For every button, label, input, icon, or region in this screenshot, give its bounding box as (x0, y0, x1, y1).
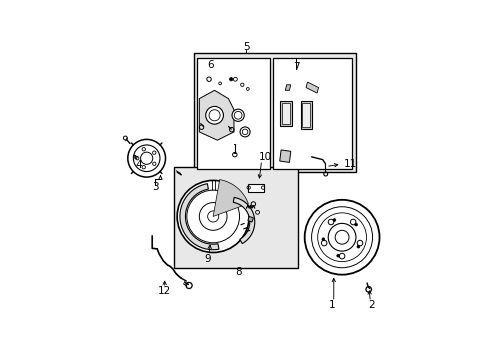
Circle shape (354, 223, 357, 226)
Polygon shape (213, 180, 248, 216)
Circle shape (332, 219, 335, 221)
Text: 11: 11 (343, 159, 356, 169)
Polygon shape (233, 197, 254, 244)
Text: 3: 3 (151, 183, 158, 192)
Polygon shape (199, 90, 233, 140)
Polygon shape (302, 103, 309, 127)
Polygon shape (305, 82, 318, 93)
Circle shape (336, 254, 339, 257)
Circle shape (232, 109, 244, 121)
Bar (196, 58, 269, 169)
Polygon shape (281, 103, 290, 125)
Bar (174, 167, 297, 268)
Circle shape (321, 238, 324, 240)
Text: 9: 9 (204, 255, 210, 264)
Circle shape (229, 77, 232, 81)
Text: 5: 5 (243, 42, 249, 52)
Polygon shape (279, 150, 290, 162)
Text: 4: 4 (135, 159, 142, 170)
Circle shape (205, 107, 223, 124)
Bar (193, 53, 355, 172)
Text: 1: 1 (328, 300, 335, 310)
Polygon shape (180, 184, 219, 250)
Circle shape (356, 245, 359, 248)
Text: 2: 2 (367, 300, 374, 310)
Polygon shape (285, 85, 290, 90)
Text: 6: 6 (207, 60, 213, 70)
Polygon shape (300, 102, 311, 129)
Polygon shape (279, 102, 292, 126)
Circle shape (127, 139, 165, 177)
Circle shape (177, 180, 249, 252)
Text: 7: 7 (292, 62, 299, 72)
Text: 10: 10 (259, 152, 272, 162)
Text: 12: 12 (158, 286, 171, 296)
Text: 8: 8 (234, 267, 241, 277)
Polygon shape (247, 216, 253, 222)
Bar (272, 58, 351, 169)
Bar (247, 184, 264, 192)
Circle shape (304, 200, 379, 275)
